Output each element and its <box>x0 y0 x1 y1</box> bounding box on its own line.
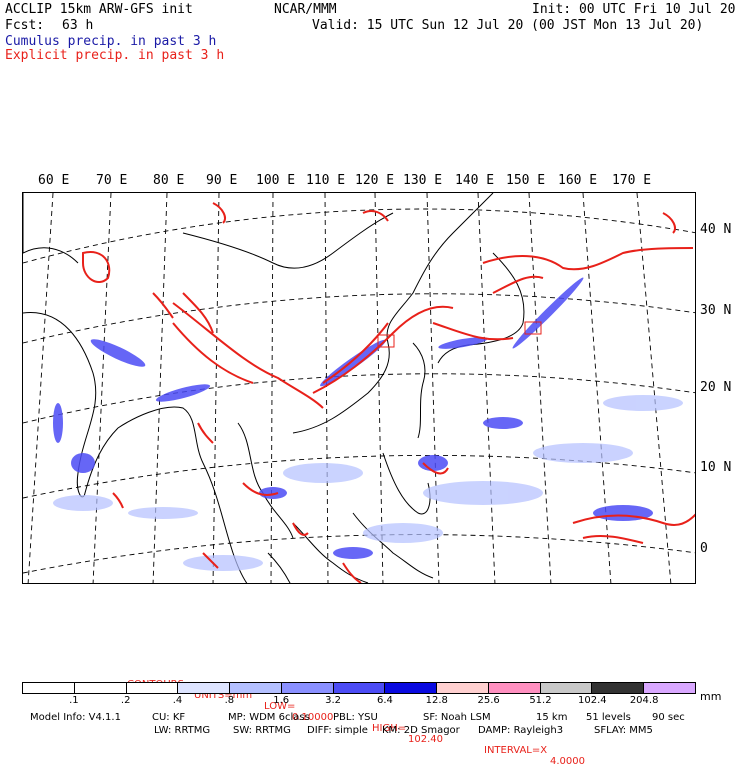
lat-label: 20 N <box>700 380 732 395</box>
lon-label: 170 E <box>612 173 652 188</box>
model-cu: CU: KF <box>152 712 186 723</box>
color-scale-bar <box>22 682 696 694</box>
model-sflay: SFLAY: MM5 <box>594 725 653 736</box>
color-scale-level: .4 <box>172 695 183 706</box>
lat-label: 10 N <box>700 460 732 475</box>
lon-label: 120 E <box>355 173 395 188</box>
color-swatch <box>385 683 438 693</box>
color-swatch <box>540 683 593 693</box>
color-scale-level: .8 <box>224 695 235 706</box>
forecast-label: Fcst: <box>5 18 45 33</box>
valid-time: Valid: 15 UTC Sun 12 Jul 20 (00 JST Mon … <box>312 18 704 33</box>
contour-units: UNITS=mm <box>194 690 253 701</box>
cumulus-precip-light <box>53 395 683 571</box>
color-swatch <box>230 683 282 693</box>
model-pbl: PBL: YSU <box>333 712 378 723</box>
color-swatch <box>178 683 231 693</box>
model-timestep: 90 sec <box>652 712 685 723</box>
model-levels: 51 levels <box>586 712 631 723</box>
lon-label: 100 E <box>256 173 296 188</box>
meridian-lines <box>27 193 672 583</box>
init-time: Init: 00 UTC Fri 10 Jul 20 <box>532 2 736 17</box>
lon-label: 140 E <box>455 173 495 188</box>
contour-interval: 4.0000 <box>550 756 585 767</box>
model-title: ACCLIP 15km ARW-GFS init <box>5 2 193 17</box>
forecast-hour: 63 h <box>62 18 94 33</box>
color-scale-unit: mm <box>700 690 722 703</box>
legend-explicit: Explicit precip. in past 3 h <box>5 48 225 63</box>
lon-label: 150 E <box>506 173 546 188</box>
color-scale-level: 102.4 <box>577 695 607 706</box>
lon-label: 80 E <box>153 173 185 188</box>
color-swatch <box>437 683 489 693</box>
contour-interval-label: INTERVAL=X <box>484 745 548 756</box>
contour-low-label: LOW= <box>264 701 296 712</box>
color-swatch <box>281 683 334 693</box>
lon-label: 90 E <box>206 173 238 188</box>
model-lw: LW: RRTMG <box>154 725 211 736</box>
color-swatch <box>333 683 386 693</box>
model-resolution: 15 km <box>536 712 568 723</box>
contour-high-label: HIGH= <box>372 723 407 734</box>
model-mp: MP: WDM 6class <box>228 712 310 723</box>
lon-label: 160 E <box>558 173 598 188</box>
color-scale-level: .2 <box>120 695 131 706</box>
color-scale-level: .1 <box>69 695 79 706</box>
lon-label: 60 E <box>38 173 70 188</box>
lat-label: 40 N <box>700 222 732 237</box>
parallel-lines <box>23 208 695 574</box>
explicit-precip <box>82 202 695 583</box>
color-scale-level: 3.2 <box>325 695 342 706</box>
legend-cumulus: Cumulus precip. in past 3 h <box>5 34 217 49</box>
color-swatch <box>592 683 645 693</box>
coastlines <box>23 193 525 583</box>
lon-label: 130 E <box>403 173 443 188</box>
model-diff: DIFF: simple <box>307 725 368 736</box>
color-scale-level: 204.8 <box>629 695 659 706</box>
model-damp: DAMP: Rayleigh3 <box>478 725 564 736</box>
color-scale-level: 1.6 <box>273 695 290 706</box>
color-scale-level: 6.4 <box>376 695 393 706</box>
color-swatch <box>644 683 695 693</box>
color-swatch <box>74 683 127 693</box>
precip-map <box>22 192 696 584</box>
lon-label: 110 E <box>306 173 346 188</box>
color-scale-level: 12.8 <box>425 695 448 706</box>
color-swatch <box>488 683 541 693</box>
map-canvas <box>23 193 695 583</box>
lat-label: 30 N <box>700 303 732 318</box>
color-scale-level: 51.2 <box>529 695 552 706</box>
station-markers <box>377 321 542 348</box>
model-km: KM: 2D Smagor <box>382 725 460 736</box>
model-sf: SF: Noah LSM <box>423 712 491 723</box>
color-swatch <box>23 683 75 693</box>
color-scale-level: 25.6 <box>477 695 500 706</box>
color-swatch <box>126 683 179 693</box>
organization-label: NCAR/MMM <box>274 2 337 17</box>
lon-label: 70 E <box>96 173 128 188</box>
model-version: Model Info: V4.1.1 <box>30 712 121 723</box>
model-sw: SW: RRTMG <box>233 725 291 736</box>
lat-label: 0 <box>700 541 708 556</box>
contour-low: 0.10000 <box>292 712 334 723</box>
